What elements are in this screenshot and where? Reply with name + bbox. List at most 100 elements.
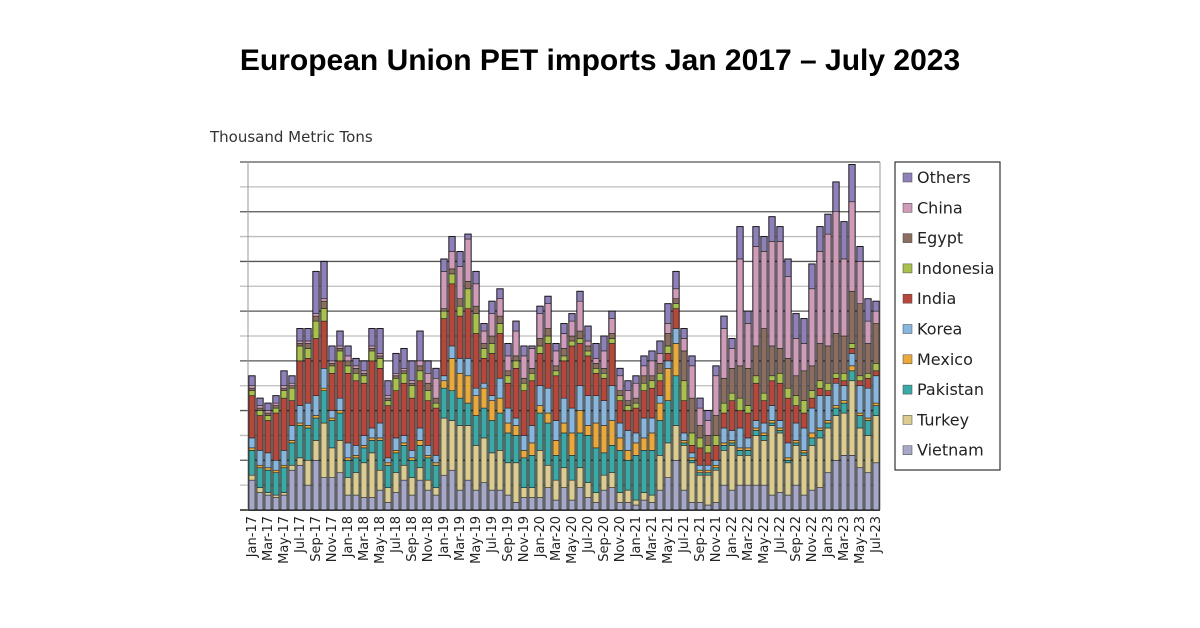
bar-segment-china bbox=[304, 340, 312, 344]
bar-segment-india bbox=[488, 353, 496, 396]
bar-segment-korea bbox=[664, 360, 672, 369]
bar-stack bbox=[336, 330, 344, 511]
bar-segment-indonesia bbox=[736, 397, 744, 411]
bar-segment-vietnam bbox=[552, 499, 560, 511]
bar-segment-others bbox=[784, 258, 792, 277]
bar-segment-egypt bbox=[672, 298, 680, 304]
bar-segment-korea bbox=[864, 387, 872, 419]
bar-segment-mexico bbox=[760, 432, 768, 436]
bar-outline bbox=[872, 300, 880, 511]
bar-segment-turkey bbox=[568, 479, 576, 501]
bar-segment-egypt bbox=[592, 363, 600, 369]
bar-segment-pakistan bbox=[336, 412, 344, 441]
bar-segment-mexico bbox=[384, 462, 392, 466]
x-tick-label: Jul-18 bbox=[389, 516, 404, 554]
bar-segment-pakistan bbox=[664, 400, 672, 444]
bar-segment-pakistan bbox=[304, 427, 312, 461]
bar-segment-others bbox=[704, 410, 712, 421]
bar-segment-others bbox=[496, 288, 504, 300]
bar-segment-pakistan bbox=[632, 455, 640, 501]
bar-outline bbox=[448, 236, 456, 511]
bar-segment-korea bbox=[616, 422, 624, 439]
bar-segment-turkey bbox=[816, 437, 824, 488]
bar-segment-turkey bbox=[528, 487, 536, 498]
bar-segment-india bbox=[712, 445, 720, 461]
bar-segment-egypt bbox=[760, 328, 768, 394]
bar-segment-turkey bbox=[688, 462, 696, 503]
bar-outline bbox=[632, 375, 640, 511]
bar-segment-korea bbox=[768, 405, 776, 421]
bar-segment-india bbox=[456, 315, 464, 359]
bar-outline bbox=[864, 298, 872, 511]
bar-stack bbox=[376, 328, 384, 511]
bar-segment-pakistan bbox=[392, 452, 400, 474]
bar-segment-others bbox=[288, 375, 296, 384]
bar-segment-china bbox=[480, 330, 488, 344]
bar-segment-korea bbox=[648, 417, 656, 434]
bar-outline bbox=[744, 310, 752, 511]
bar-segment-others bbox=[736, 226, 744, 260]
bar-segment-korea bbox=[376, 422, 384, 439]
bar-segment-korea bbox=[712, 459, 720, 466]
bar-segment-others bbox=[360, 360, 368, 372]
bar-outline bbox=[456, 251, 464, 511]
bar-segment-china bbox=[584, 340, 592, 347]
bar-outline bbox=[592, 343, 600, 511]
bar-segment-india bbox=[600, 377, 608, 401]
bar-segment-vietnam bbox=[736, 484, 744, 511]
bar-segment-pakistan bbox=[248, 450, 256, 476]
bar-segment-vietnam bbox=[624, 502, 632, 511]
bar-segment-india bbox=[696, 447, 704, 466]
bar-segment-china bbox=[808, 288, 816, 367]
bar-segment-egypt bbox=[288, 385, 296, 389]
bar-segment-mexico bbox=[536, 405, 544, 414]
bar-segment-india bbox=[616, 400, 624, 424]
bar-outline bbox=[760, 236, 768, 511]
bar-segment-pakistan bbox=[792, 442, 800, 446]
bar-segment-korea bbox=[400, 435, 408, 444]
bar-segment-indonesia bbox=[776, 372, 784, 384]
bar-segment-china bbox=[704, 420, 712, 436]
bar-segment-china bbox=[456, 266, 464, 300]
bar-segment-vietnam bbox=[256, 492, 264, 511]
bar-segment-pakistan bbox=[360, 447, 368, 464]
bar-segment-korea bbox=[728, 430, 736, 441]
bar-segment-egypt bbox=[504, 370, 512, 377]
bar-segment-others bbox=[816, 226, 824, 252]
bar-outline bbox=[600, 335, 608, 511]
bar-segment-indonesia bbox=[800, 400, 808, 414]
legend-swatch-indonesia bbox=[902, 263, 913, 274]
bar-segment-vietnam bbox=[360, 497, 368, 511]
bar-outline bbox=[288, 375, 296, 511]
x-tick-label: Jan-18 bbox=[341, 516, 356, 558]
bar-segment-turkey bbox=[760, 440, 768, 486]
bar-segment-mexico bbox=[656, 402, 664, 421]
bar-segment-korea bbox=[408, 450, 416, 459]
bar-segment-mexico bbox=[472, 395, 480, 416]
bar-segment-india bbox=[776, 382, 784, 421]
bar-segment-turkey bbox=[408, 477, 416, 496]
x-tick-label: Mar-21 bbox=[645, 516, 660, 561]
bar-segment-turkey bbox=[264, 492, 272, 496]
bar-segment-pakistan bbox=[536, 412, 544, 451]
bar-segment-pakistan bbox=[648, 450, 656, 496]
bar-segment-vietnam bbox=[864, 472, 872, 511]
bar-segment-egypt bbox=[400, 370, 408, 374]
bar-segment-mexico bbox=[336, 410, 344, 414]
bar-segment-mexico bbox=[696, 469, 704, 474]
bar-segment-turkey bbox=[304, 459, 312, 486]
bar-segment-egypt bbox=[520, 377, 528, 384]
bar-segment-turkey bbox=[560, 467, 568, 488]
legend-label: Indonesia bbox=[917, 259, 994, 278]
bar-segment-others bbox=[752, 226, 760, 247]
bar-segment-china bbox=[264, 410, 272, 414]
bar-segment-indonesia bbox=[376, 358, 384, 369]
bar-segment-turkey bbox=[416, 467, 424, 481]
bar-stack bbox=[728, 338, 736, 511]
bar-stack bbox=[760, 236, 768, 511]
bar-segment-mexico bbox=[256, 464, 264, 469]
bar-segment-pakistan bbox=[584, 435, 592, 483]
bar-segment-turkey bbox=[680, 445, 688, 491]
x-tick-label: Mar-20 bbox=[549, 516, 564, 561]
bar-segment-others bbox=[336, 330, 344, 347]
